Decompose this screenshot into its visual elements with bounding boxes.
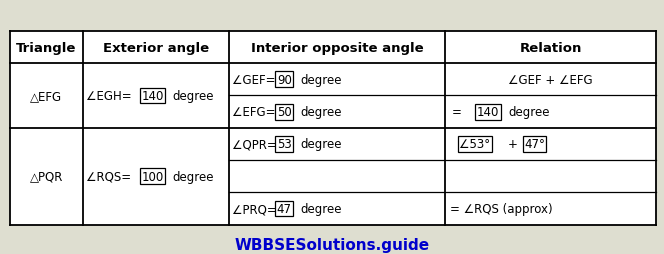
Text: 140: 140 xyxy=(477,106,499,119)
Text: degree: degree xyxy=(301,106,343,119)
Text: degree: degree xyxy=(301,138,343,151)
Bar xyxy=(10,32,656,225)
Text: ∠PRQ=: ∠PRQ= xyxy=(232,202,277,215)
Text: Triangle: Triangle xyxy=(17,41,76,54)
Text: degree: degree xyxy=(173,90,214,103)
Text: 100: 100 xyxy=(141,170,164,183)
Text: ∠QPR=: ∠QPR= xyxy=(232,138,277,151)
Text: 47: 47 xyxy=(277,202,291,215)
Text: Exterior angle: Exterior angle xyxy=(103,41,209,54)
Text: +: + xyxy=(508,138,518,151)
Text: ∠53°: ∠53° xyxy=(459,138,490,151)
Text: degree: degree xyxy=(301,202,343,215)
Text: Interior opposite angle: Interior opposite angle xyxy=(251,41,423,54)
Text: 47°: 47° xyxy=(524,138,545,151)
Text: degree: degree xyxy=(508,106,550,119)
Text: 50: 50 xyxy=(277,106,291,119)
Text: Relation: Relation xyxy=(519,41,582,54)
Text: WBBSESolutions.guide: WBBSESolutions.guide xyxy=(234,237,430,252)
Text: ∠EGH=: ∠EGH= xyxy=(86,90,132,103)
Text: ∠GEF=: ∠GEF= xyxy=(232,74,276,86)
Text: 90: 90 xyxy=(277,74,291,86)
Text: ∠GEF + ∠EFG: ∠GEF + ∠EFG xyxy=(508,74,593,86)
Text: 140: 140 xyxy=(141,90,164,103)
Text: △PQR: △PQR xyxy=(30,170,63,183)
Text: degree: degree xyxy=(173,170,214,183)
Text: △EFG: △EFG xyxy=(31,90,62,103)
Text: =: = xyxy=(452,106,461,119)
Text: = ∠RQS (approx): = ∠RQS (approx) xyxy=(450,202,553,215)
Text: degree: degree xyxy=(301,74,343,86)
Text: ∠RQS=: ∠RQS= xyxy=(86,170,131,183)
Text: ∠EFG=: ∠EFG= xyxy=(232,106,276,119)
Text: 53: 53 xyxy=(277,138,291,151)
